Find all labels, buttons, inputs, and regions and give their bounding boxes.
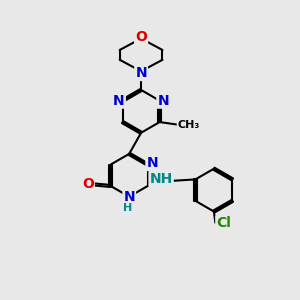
Text: H: H xyxy=(123,203,132,213)
Text: CH₃: CH₃ xyxy=(178,120,200,130)
Text: N: N xyxy=(135,66,147,80)
Text: N: N xyxy=(146,156,158,170)
Text: N: N xyxy=(123,190,135,204)
Text: O: O xyxy=(82,177,94,191)
Text: N: N xyxy=(113,94,125,108)
Text: O: O xyxy=(135,30,147,44)
Text: N: N xyxy=(158,94,169,108)
Text: NH: NH xyxy=(149,172,173,186)
Text: Cl: Cl xyxy=(216,216,231,230)
